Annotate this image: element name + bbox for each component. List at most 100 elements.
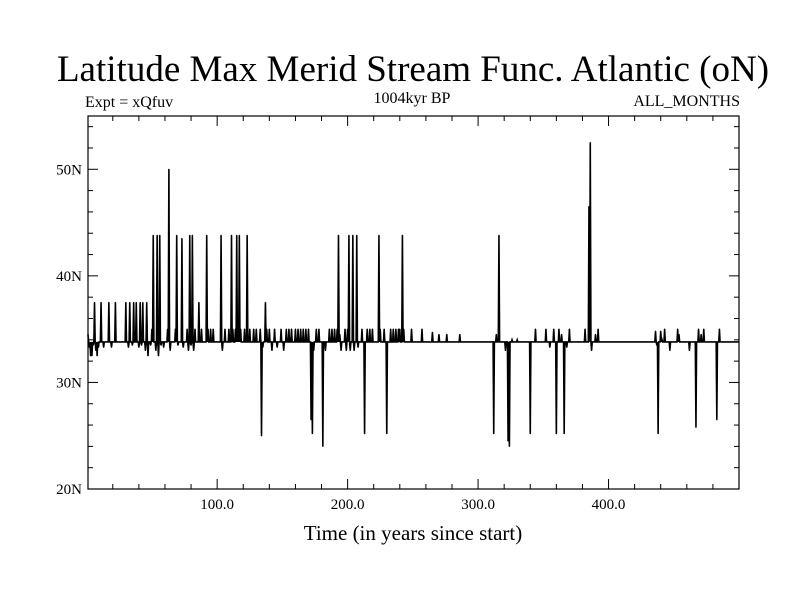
data-point [353, 349, 355, 352]
data-point [264, 301, 267, 304]
data-point [207, 328, 209, 330]
data-point [87, 333, 89, 336]
data-point [93, 301, 96, 304]
data-point [589, 142, 591, 144]
data-point [92, 344, 94, 346]
data-point [125, 301, 127, 304]
data-point [305, 328, 307, 330]
data-point [114, 301, 116, 304]
data-point [176, 234, 178, 236]
data-point [331, 328, 333, 330]
data-point [340, 349, 342, 352]
data-point [369, 328, 371, 330]
data-point [361, 328, 363, 330]
data-point [700, 333, 702, 336]
data-point [249, 328, 251, 330]
data-point [344, 328, 346, 330]
data-point [131, 344, 133, 346]
ticks-layer: 100.0 200.0 300.0 400.0 20N 30N 40N 50N [56, 116, 739, 513]
data-point [228, 328, 230, 330]
data-point [397, 328, 400, 330]
data-point [339, 333, 341, 336]
data-point [236, 234, 238, 236]
x-axis-label: Time (in years since start) [304, 521, 523, 545]
data-point [386, 432, 388, 435]
data-point [230, 234, 233, 236]
data-point [253, 328, 255, 330]
data-point [363, 432, 366, 435]
data-point [100, 301, 102, 304]
data-point [379, 328, 381, 330]
time-period-label: 1004kyr BP [374, 90, 451, 107]
data-point [237, 328, 239, 330]
series-layer [87, 142, 739, 447]
data-point [193, 349, 195, 352]
data-point [140, 344, 143, 346]
data-point [181, 237, 183, 240]
data-point [232, 328, 234, 330]
data-point [493, 432, 495, 435]
data-point [654, 330, 657, 332]
data-point [271, 349, 273, 352]
data-point [187, 349, 190, 352]
data-point [220, 234, 222, 236]
data-point [221, 349, 223, 352]
data-point [163, 346, 165, 348]
data-point [695, 426, 697, 428]
data-point [516, 339, 518, 341]
data-point [660, 330, 662, 332]
data-point [345, 349, 347, 352]
data-point [206, 234, 208, 236]
data-point [545, 328, 547, 330]
data-point [508, 445, 510, 447]
data-point [410, 328, 413, 330]
data-point [511, 339, 513, 341]
data-point [333, 328, 336, 330]
data-point [566, 346, 568, 348]
data-point [349, 349, 351, 352]
data-point [399, 328, 401, 330]
data-point [664, 328, 666, 330]
data-point [356, 234, 358, 236]
y-tick-label: 30N [56, 375, 82, 391]
data-point [156, 234, 158, 236]
data-point [401, 234, 404, 236]
data-point [590, 349, 593, 352]
data-point [95, 349, 97, 352]
data-point [688, 349, 691, 352]
series-line [87, 142, 739, 447]
data-point [677, 328, 679, 330]
y-tick-label: 50N [56, 162, 82, 178]
data-point [146, 301, 148, 304]
data-point [108, 301, 110, 304]
data-point [285, 328, 287, 330]
data-point [266, 328, 268, 330]
y-tick-label: 20N [56, 482, 82, 498]
data-point [366, 328, 368, 330]
data-point [558, 328, 560, 330]
data-point [290, 328, 293, 330]
data-point [133, 301, 135, 304]
data-point [560, 333, 563, 336]
data-point [129, 301, 131, 304]
data-point [661, 339, 663, 341]
data-point [302, 328, 304, 330]
data-point [527, 341, 529, 343]
data-point [260, 435, 263, 437]
data-point [88, 346, 90, 348]
data-point [498, 234, 500, 236]
data-point [507, 440, 509, 442]
data-point [139, 301, 141, 304]
data-point [657, 432, 659, 435]
data-point [186, 328, 188, 330]
data-point [297, 328, 299, 330]
data-point [395, 328, 397, 330]
data-point [697, 328, 700, 330]
data-point [328, 328, 330, 330]
data-point [157, 355, 160, 357]
data-point [103, 346, 105, 348]
data-point [259, 328, 261, 330]
data-point [255, 328, 257, 330]
data-point [669, 349, 671, 352]
months-label: ALL_MONTHS [633, 93, 740, 110]
